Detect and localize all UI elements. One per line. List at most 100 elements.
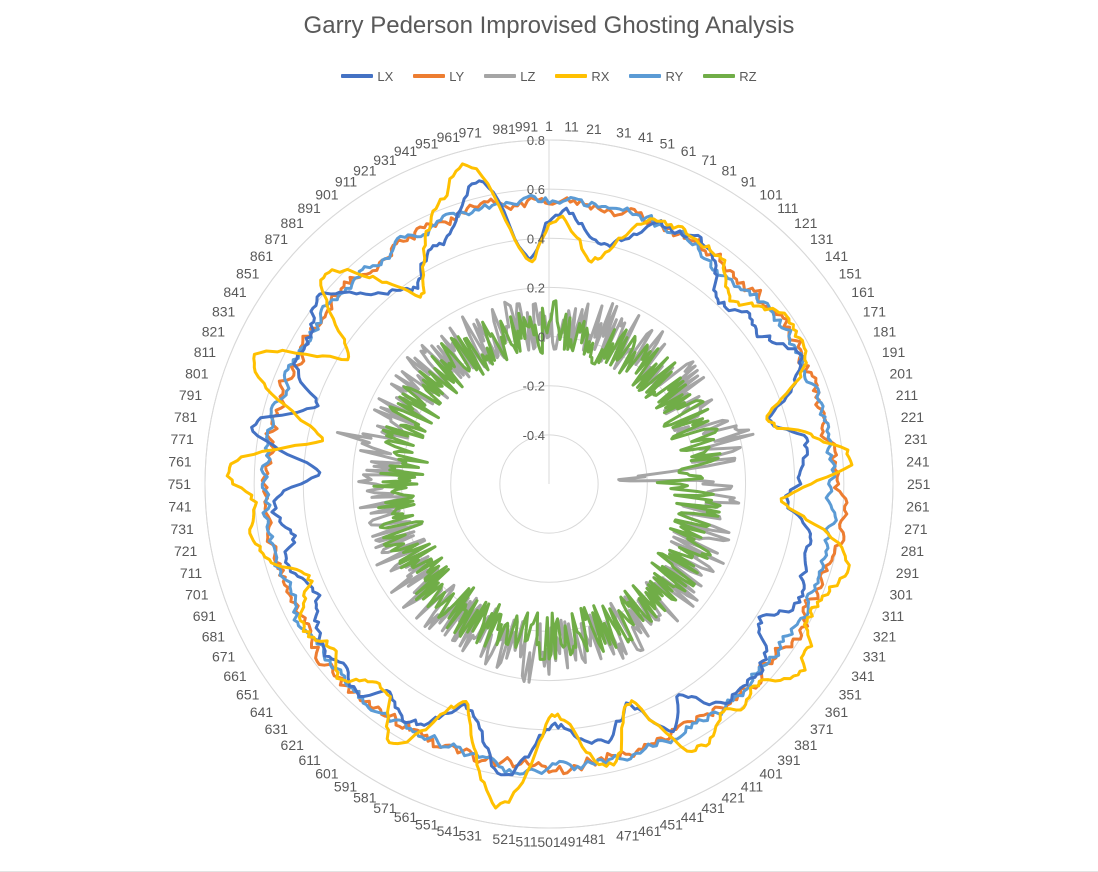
category-label: 581	[353, 790, 377, 806]
category-label: 91	[741, 174, 757, 190]
category-label: 11	[564, 119, 579, 135]
category-label: 891	[297, 200, 321, 216]
category-label: 811	[194, 344, 217, 360]
radial-tick-label: -0.2	[523, 379, 545, 394]
radial-tick-label: -0.4	[523, 428, 545, 443]
legend-label: RY	[665, 68, 684, 84]
category-label: 731	[170, 521, 194, 537]
category-label: 151	[839, 266, 863, 282]
category-label: 281	[901, 543, 925, 559]
category-label: 661	[223, 668, 247, 684]
category-label: 321	[873, 628, 897, 644]
category-label: 981	[492, 121, 516, 137]
category-label: 131	[810, 231, 834, 247]
category-label: 161	[851, 284, 875, 300]
category-label: 21	[586, 121, 602, 137]
category-label: 721	[174, 543, 198, 559]
category-label: 651	[236, 686, 260, 702]
legend-label: LZ	[520, 68, 536, 84]
category-label: 361	[825, 704, 849, 720]
category-label: 51	[660, 136, 676, 152]
legend-swatch	[555, 74, 588, 78]
category-label: 991	[515, 119, 539, 135]
series-line-lx	[250, 179, 813, 777]
category-label: 501	[537, 834, 561, 850]
legend-swatch	[413, 74, 446, 78]
category-label: 231	[904, 431, 928, 447]
category-label: 241	[906, 454, 930, 470]
category-label: 491	[560, 833, 584, 849]
category-label: 571	[373, 800, 397, 816]
category-label: 171	[863, 304, 887, 320]
category-label: 551	[415, 817, 439, 833]
category-label: 261	[906, 499, 930, 515]
category-label: 201	[890, 365, 914, 381]
category-label: 931	[373, 152, 397, 168]
category-label: 181	[873, 324, 897, 340]
category-label: 301	[890, 587, 914, 603]
category-label: 841	[223, 284, 247, 300]
category-label: 681	[202, 628, 226, 644]
legend-swatch	[629, 74, 662, 78]
category-label: 41	[638, 129, 654, 145]
category-label: 421	[722, 790, 746, 806]
category-label: 61	[681, 143, 697, 159]
series-line-rz	[372, 299, 722, 661]
legend-label: LY	[449, 68, 465, 84]
radar-labels: -0.4-0.200.20.40.60.81 11 21 31 41 51 61718191…	[168, 118, 931, 850]
category-label: 511	[515, 833, 538, 849]
category-label: 311	[882, 608, 905, 624]
category-label: 881	[281, 215, 305, 231]
legend-item-lz: LZ	[484, 69, 535, 84]
legend-swatch	[484, 74, 517, 78]
category-label: 461	[638, 823, 662, 839]
category-label: 451	[660, 817, 684, 833]
category-label: 191	[882, 344, 906, 360]
category-label: 961	[437, 129, 461, 145]
category-label: 911	[335, 174, 358, 190]
category-label: 101	[759, 186, 783, 202]
category-label: 821	[202, 324, 226, 340]
category-label: 1	[545, 118, 553, 134]
category-label: 561	[394, 809, 418, 825]
category-label: 381	[794, 737, 818, 753]
category-label: 711	[180, 565, 203, 581]
category-label: 941	[394, 143, 418, 159]
category-label: 691	[193, 608, 217, 624]
legend-item-lx: LX	[341, 69, 393, 84]
chart-legend: LX LY LZ RX RY RZ	[0, 66, 1098, 86]
category-label: 431	[701, 800, 725, 816]
radial-tick-label: 0.2	[527, 280, 545, 295]
category-label: 271	[904, 521, 928, 537]
category-label: 751	[168, 476, 192, 492]
legend-item-ry: RY	[629, 69, 683, 84]
category-label: 211	[896, 387, 919, 403]
legend-item-rz: RZ	[703, 69, 757, 84]
category-label: 851	[236, 266, 260, 282]
category-label: 521	[492, 831, 516, 847]
category-label: 541	[437, 823, 461, 839]
category-label: 871	[265, 231, 289, 247]
category-label: 771	[170, 431, 194, 447]
category-label: 111	[777, 200, 798, 216]
radial-tick-label: 0.4	[527, 231, 545, 246]
legend-item-ly: LY	[413, 69, 464, 84]
category-label: 441	[681, 809, 705, 825]
category-label: 371	[810, 721, 834, 737]
category-label: 411	[741, 778, 764, 794]
category-label: 781	[174, 409, 198, 425]
category-label: 801	[185, 365, 209, 381]
legend-label: RX	[591, 68, 610, 84]
category-label: 951	[415, 136, 439, 152]
category-label: 831	[212, 304, 236, 320]
category-label: 621	[281, 737, 305, 753]
category-label: 221	[901, 409, 925, 425]
category-label: 611	[298, 752, 321, 768]
radial-tick-label: 0.8	[527, 133, 545, 148]
category-label: 251	[907, 476, 931, 492]
category-label: 761	[168, 454, 192, 470]
category-label: 341	[851, 668, 875, 684]
category-label: 641	[250, 704, 274, 720]
category-label: 791	[179, 387, 203, 403]
category-label: 971	[459, 124, 483, 140]
